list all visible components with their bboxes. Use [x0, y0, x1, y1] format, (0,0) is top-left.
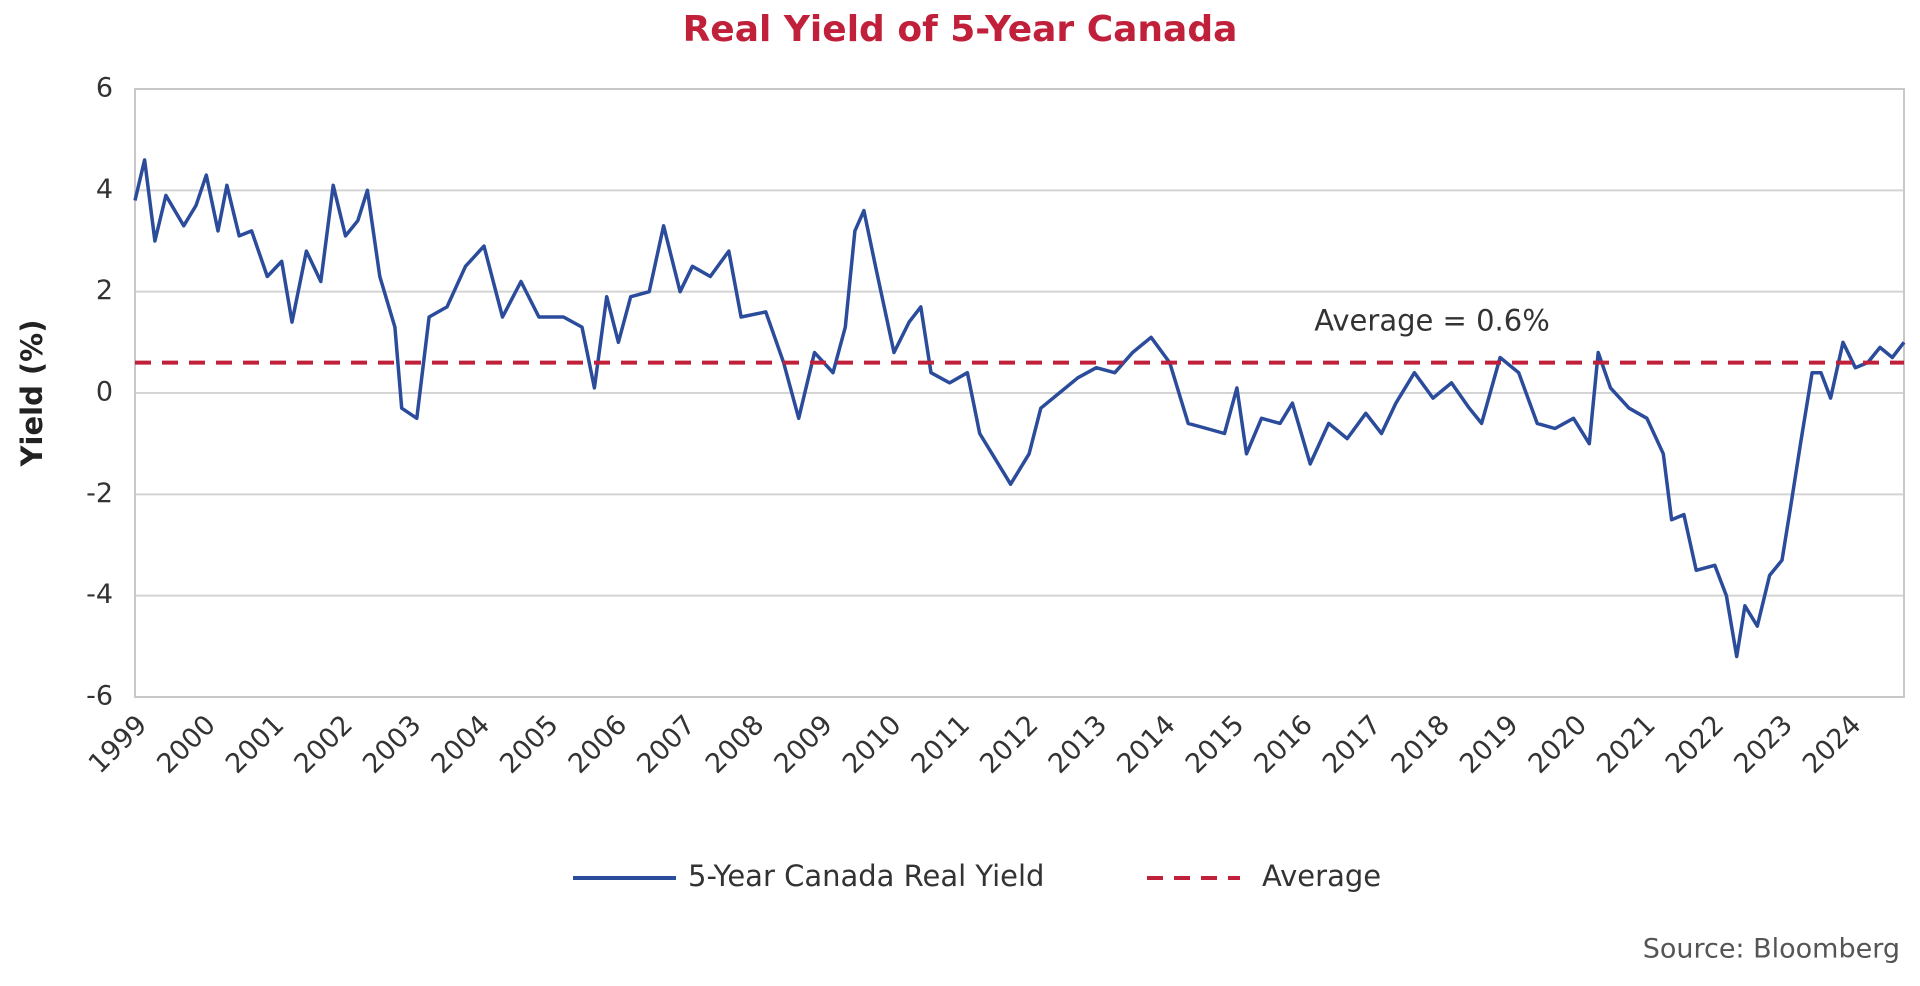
y-tick-label: -6	[86, 681, 113, 712]
x-tick-label: 2004	[426, 709, 497, 780]
x-tick-label: 2010	[837, 709, 908, 780]
x-tick-label: 2002	[288, 709, 359, 780]
x-tick-label: 2017	[1317, 709, 1388, 780]
x-tick-label: 2005	[494, 709, 565, 780]
series-line	[133, 158, 1906, 659]
x-tick-label: 2014	[1111, 709, 1182, 780]
plot-frame	[134, 88, 1905, 698]
x-tick-label: 2000	[151, 709, 222, 780]
chart-title: Real Yield of 5-Year Canada	[683, 9, 1238, 50]
x-tick-label: 1999	[83, 709, 154, 780]
x-tick-label: 2013	[1043, 709, 1114, 780]
x-tick-label: 2024	[1797, 709, 1868, 780]
x-tick-label: 2007	[631, 709, 702, 780]
x-tick-label: 2022	[1660, 709, 1731, 780]
average-annotation: Average = 0.6%	[1314, 304, 1550, 338]
x-tick-label: 2012	[974, 709, 1045, 780]
x-tick-label: 2019	[1454, 709, 1525, 780]
x-tick-label: 2016	[1248, 709, 1319, 780]
legend-label: 5-Year Canada Real Yield	[688, 859, 1044, 893]
source-note: Source: Bloomberg	[1643, 934, 1900, 965]
x-tick-label: 2006	[563, 709, 634, 780]
y-tick-label: 6	[96, 73, 113, 104]
x-tick-label: 2020	[1523, 709, 1594, 780]
x-tick-label: 2003	[357, 709, 428, 780]
x-tick-label: 2008	[700, 709, 771, 780]
y-tick-label: 2	[96, 275, 113, 306]
y-tick-label: 0	[96, 377, 113, 408]
x-tick-label: 2001	[220, 709, 291, 780]
x-tick-label: 2009	[768, 709, 839, 780]
legend-label: Average	[1262, 859, 1381, 893]
y-tick-label: -4	[86, 579, 113, 610]
x-tick-label: 2021	[1591, 709, 1662, 780]
x-tick-label: 2023	[1728, 709, 1799, 780]
x-tick-label: 2015	[1180, 709, 1251, 780]
y-axis-label: Yield (%)	[15, 320, 49, 468]
y-tick-label: 4	[96, 174, 113, 205]
x-tick-label: 2018	[1385, 709, 1456, 780]
x-tick-label: 2011	[906, 709, 977, 780]
y-tick-label: -2	[86, 478, 113, 509]
